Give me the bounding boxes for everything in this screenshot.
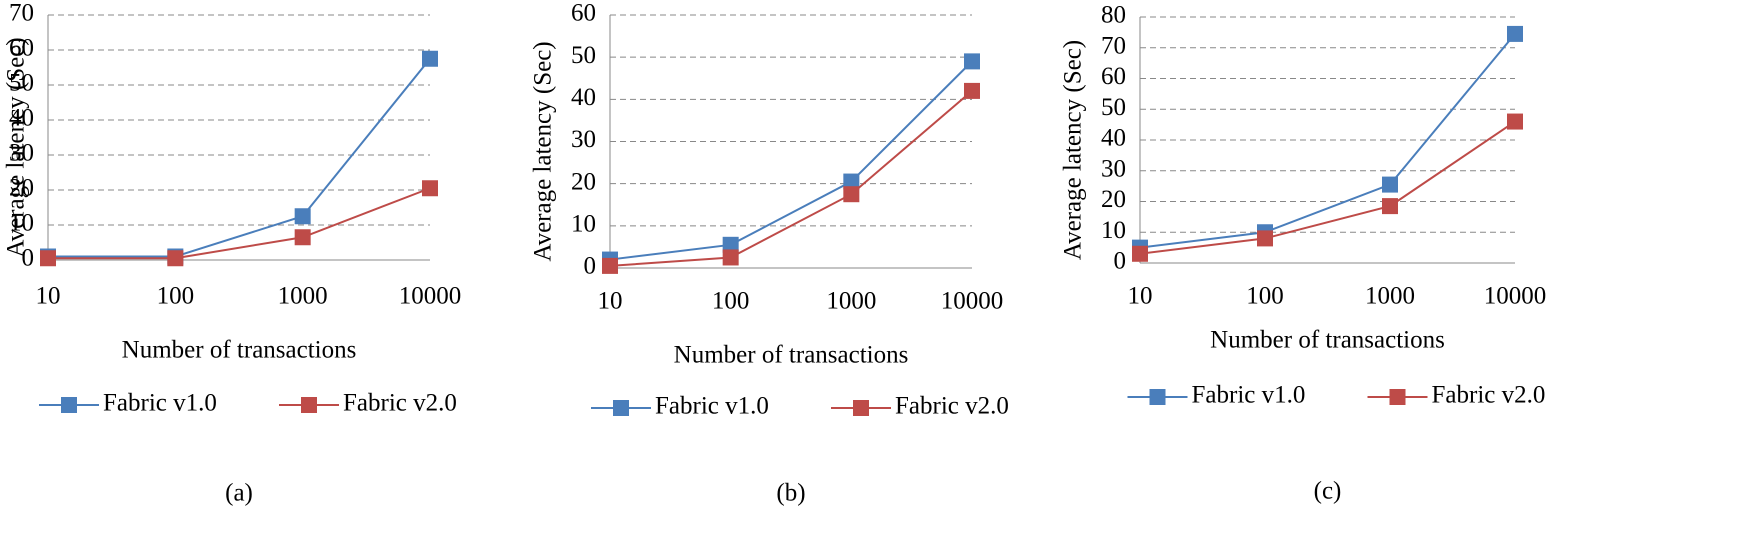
marker xyxy=(1507,113,1523,130)
x-tick-label: 100 xyxy=(1246,283,1284,310)
marker xyxy=(1382,198,1398,215)
series-line xyxy=(1139,33,1516,249)
caption: (c) xyxy=(1314,478,1342,505)
caption: (b) xyxy=(776,480,805,507)
y-tick-label: 10 xyxy=(571,211,596,238)
x-tick-label: 1000 xyxy=(826,288,876,315)
marker xyxy=(1382,176,1398,193)
y-tick-label: 40 xyxy=(1101,125,1126,152)
y-tick-label: 70 xyxy=(1101,32,1126,59)
y-axis-label: Average latency (Sec) xyxy=(1060,40,1087,260)
legend-label: Fabric v1.0 xyxy=(655,393,769,420)
marker xyxy=(1132,245,1148,262)
legend-label: Fabric v2.0 xyxy=(895,393,1009,420)
marker xyxy=(602,257,618,274)
legend-label: Fabric v1.0 xyxy=(1192,382,1306,409)
y-tick-label: 20 xyxy=(9,175,34,202)
legend-label: Fabric v2.0 xyxy=(343,390,457,417)
x-tick-label: 10 xyxy=(1128,283,1153,310)
x-tick-label: 100 xyxy=(157,283,195,310)
marker xyxy=(1507,25,1523,42)
marker xyxy=(422,50,438,67)
marker xyxy=(964,53,980,70)
y-tick-label: 30 xyxy=(9,140,34,167)
y-tick-label: 0 xyxy=(22,245,35,272)
series-line xyxy=(48,187,431,260)
x-tick-label: 10000 xyxy=(941,288,1004,315)
y-tick-label: 10 xyxy=(1101,217,1126,244)
y-tick-label: 20 xyxy=(571,168,596,195)
x-tick-label: 1000 xyxy=(278,283,328,310)
marker xyxy=(843,173,860,190)
x-axis-label: Number of transactions xyxy=(674,342,909,369)
marker xyxy=(843,186,860,203)
y-tick-label: 50 xyxy=(571,42,596,69)
marker xyxy=(294,208,311,225)
x-axis-label: Number of transactions xyxy=(1210,327,1445,354)
y-tick-label: 60 xyxy=(1101,63,1126,90)
marker xyxy=(167,250,184,267)
legend-marker xyxy=(61,397,77,413)
marker xyxy=(1257,230,1273,247)
y-tick-label: 60 xyxy=(571,0,596,27)
series-line xyxy=(609,60,973,261)
y-axis-label: Average latency (Sec) xyxy=(530,41,557,261)
y-tick-label: 0 xyxy=(1114,248,1127,275)
y-tick-label: 80 xyxy=(1101,2,1126,29)
x-tick-label: 10 xyxy=(598,288,623,315)
x-tick-label: 10 xyxy=(36,283,61,310)
y-tick-label: 30 xyxy=(1101,155,1126,182)
series-line xyxy=(1139,120,1516,255)
marker xyxy=(40,250,56,267)
marker xyxy=(294,229,311,246)
x-axis-label: Number of transactions xyxy=(122,337,357,364)
x-tick-label: 10000 xyxy=(399,283,462,310)
y-tick-label: 50 xyxy=(1101,94,1126,121)
legend-marker xyxy=(613,400,629,416)
x-tick-label: 100 xyxy=(712,288,750,315)
caption: (a) xyxy=(225,480,253,507)
x-tick-label: 1000 xyxy=(1365,283,1415,310)
y-tick-label: 20 xyxy=(1101,186,1126,213)
legend-label: Fabric v1.0 xyxy=(103,390,217,417)
legend-marker xyxy=(301,397,317,413)
y-tick-label: 10 xyxy=(9,210,34,237)
series-line xyxy=(48,58,431,258)
y-tick-label: 40 xyxy=(9,105,34,132)
marker xyxy=(964,82,980,99)
y-tick-label: 30 xyxy=(571,126,596,153)
y-axis-label: Average latency (Sec) xyxy=(3,37,30,257)
y-tick-label: 50 xyxy=(9,70,34,97)
y-tick-label: 70 xyxy=(9,0,34,27)
legend-marker xyxy=(1149,389,1166,405)
legend-marker xyxy=(853,400,869,416)
marker xyxy=(722,236,739,253)
marker xyxy=(422,180,438,197)
marker xyxy=(722,249,739,266)
legend-marker xyxy=(1389,389,1406,405)
legend-label: Fabric v2.0 xyxy=(1432,382,1546,409)
y-tick-label: 60 xyxy=(9,35,34,62)
y-tick-label: 0 xyxy=(584,253,597,280)
y-tick-label: 40 xyxy=(571,84,596,111)
series-line xyxy=(609,90,973,267)
x-tick-label: 10000 xyxy=(1484,283,1547,310)
